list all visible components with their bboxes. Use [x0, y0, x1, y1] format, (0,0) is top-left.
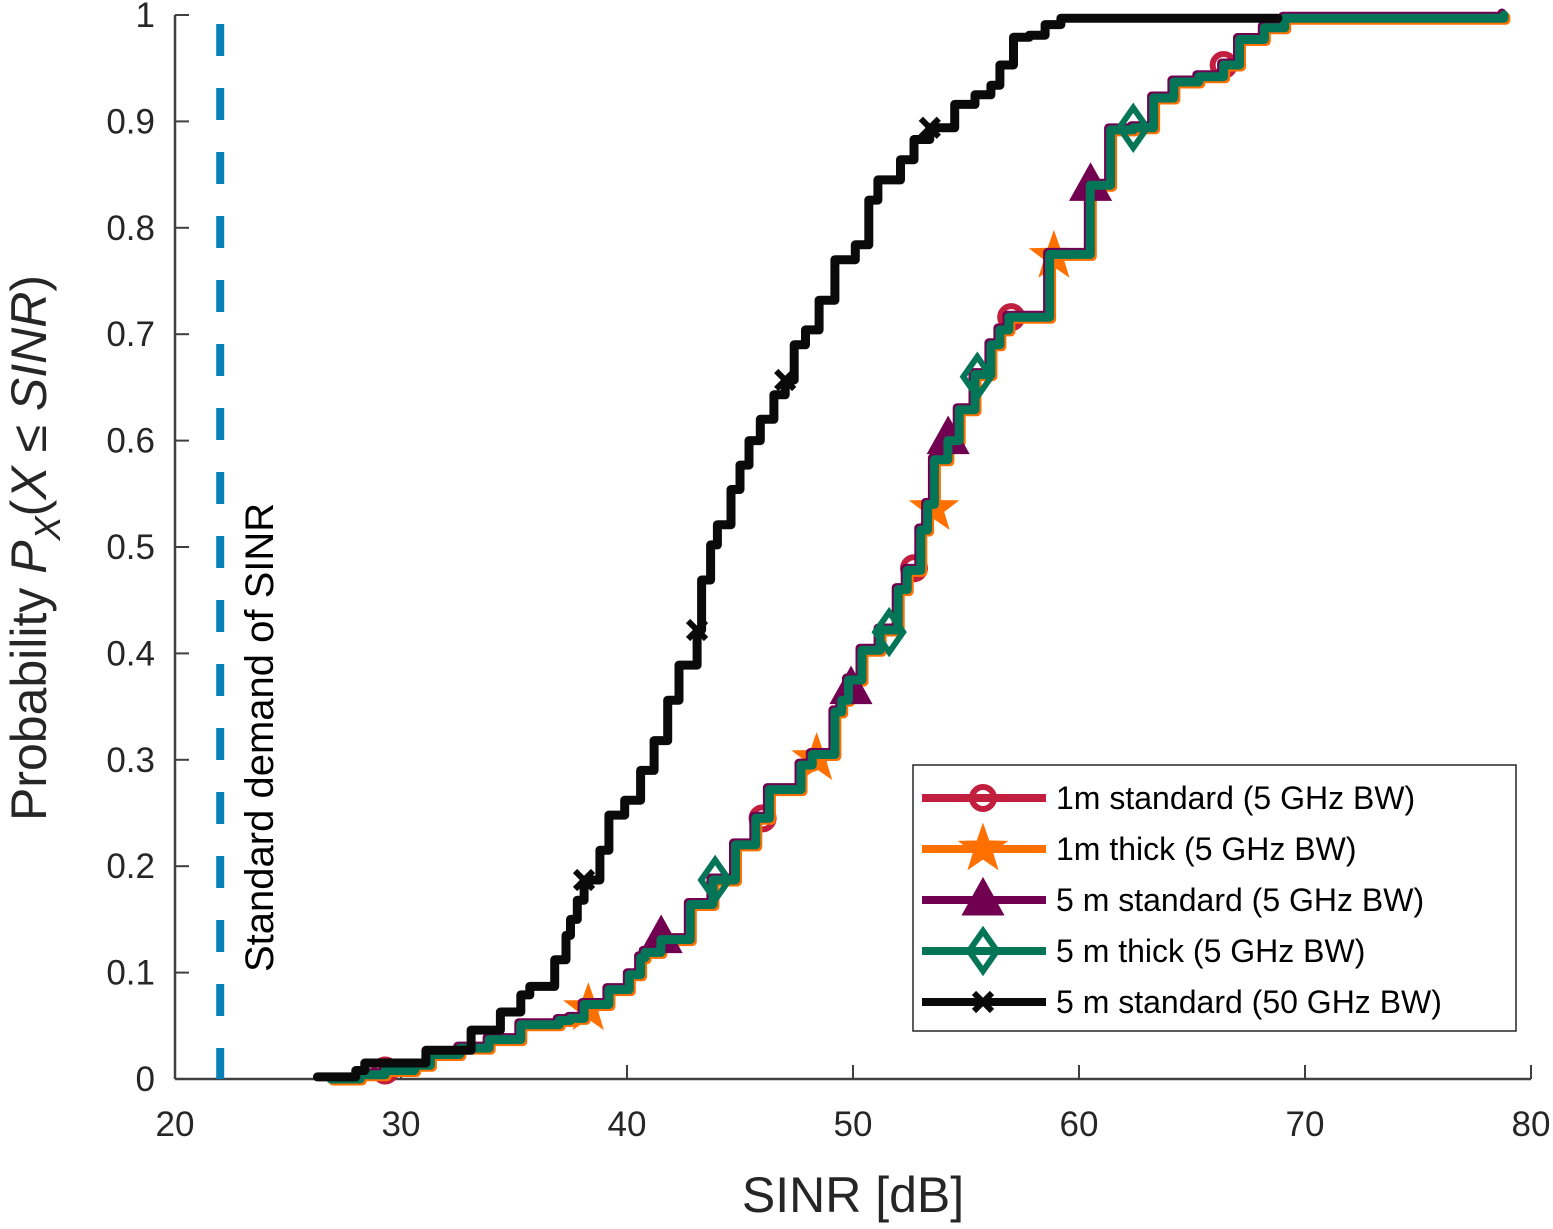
diamond-marker [871, 606, 907, 658]
y-axis-title-close: ) [1, 275, 57, 292]
y-axis-title-sub: X [27, 514, 68, 541]
triangle-legend-marker [961, 876, 1005, 916]
y-axis-title-sinr: SINR [1, 292, 57, 411]
y-axis-title: Probability PX(X ≤ SINR) [1, 275, 68, 821]
y-axis-title-p: P [1, 540, 57, 574]
x-tick-label: 50 [834, 1105, 873, 1144]
x-marker [918, 116, 941, 139]
y-tick-label: 1 [136, 0, 155, 35]
x-ticks: 20 30 40 50 60 70 80 [156, 1065, 1551, 1144]
x-axis-title: SINR [dB] [742, 1167, 964, 1223]
y-tick-label: 0.8 [106, 209, 155, 248]
diamond-marker [1115, 102, 1151, 154]
x-legend-marker [971, 990, 995, 1014]
legend-item: 5 m standard (5 GHz BW) [922, 876, 1424, 918]
y-tick-label: 0.1 [106, 954, 155, 993]
y-tick-label: 0.3 [106, 741, 155, 780]
diamond-marker [959, 351, 995, 402]
diamond-legend-marker [965, 925, 1001, 977]
series-line [326, 10, 1509, 1084]
y-tick-label: 0.7 [106, 315, 155, 354]
series-layer [312, 8, 1511, 1086]
x-tick-label: 80 [1512, 1105, 1551, 1144]
x-tick-label: 60 [1060, 1105, 1099, 1144]
series-5-m-standard-50-ghz-bw [312, 13, 1283, 1082]
y-axis-title-le: ≤ [1, 411, 57, 466]
legend-label: 5 m thick (5 GHz BW) [1056, 933, 1365, 969]
x-tick-label: 20 [156, 1105, 195, 1144]
axis-titles: SINR [dB] Probability PX(X ≤ SINR) [1, 275, 964, 1223]
y-tick-label: 0.6 [106, 422, 155, 461]
y-tick-label: 0 [136, 1060, 155, 1099]
x-marker [572, 868, 596, 892]
y-tick-label: 0.9 [106, 102, 155, 141]
legend-label: 1m thick (5 GHz BW) [1056, 831, 1356, 867]
x-marker [685, 618, 709, 642]
legend-label: 1m standard (5 GHz BW) [1056, 780, 1415, 816]
diamond-marker [697, 854, 733, 906]
series-line [312, 13, 1283, 1082]
axes: 20 30 40 50 60 70 80 0 0.1 0.2 0.3 0.4 0.5 0.6 0.7 0.8… [106, 0, 1550, 1144]
legend-items: 1m standard (5 GHz BW) 1m thick (5 GHz BW… [922, 780, 1442, 1020]
x-tick-label: 40 [608, 1105, 647, 1144]
sinr-demand-annotation: Standard demand of SINR [216, 24, 282, 1079]
legend-item: 1m thick (5 GHz BW) [922, 822, 1356, 871]
x-marker [774, 368, 797, 392]
y-axis-title-prefix: Probability [1, 574, 57, 821]
x-tick-label: 30 [382, 1105, 421, 1144]
sinr-demand-label: Standard demand of SINR [238, 503, 282, 972]
legend-item: 5 m thick (5 GHz BW) [922, 925, 1365, 977]
legend-item: 5 m standard (50 GHz BW) [922, 984, 1442, 1020]
y-ticks: 0 0.1 0.2 0.3 0.4 0.5 0.6 0.7 0.8 0.9 1 [106, 0, 189, 1099]
y-tick-label: 0.4 [106, 634, 155, 673]
y-tick-label: 0.2 [106, 847, 155, 886]
series-5-m-thick-5-ghz-bw [326, 10, 1509, 1084]
legend-item: 1m standard (5 GHz BW) [922, 780, 1415, 816]
y-tick-label: 0.5 [106, 528, 155, 567]
legend-label: 5 m standard (50 GHz BW) [1056, 984, 1442, 1020]
legend: 1m standard (5 GHz BW) 1m thick (5 GHz BW… [912, 764, 1517, 1032]
circle-legend-marker [969, 784, 997, 812]
x-tick-label: 70 [1286, 1105, 1325, 1144]
legend-label: 5 m standard (5 GHz BW) [1056, 882, 1424, 918]
y-axis-title-open: ( [1, 499, 57, 516]
y-axis-title-x: X [1, 465, 57, 501]
star-legend-marker [957, 822, 1009, 871]
